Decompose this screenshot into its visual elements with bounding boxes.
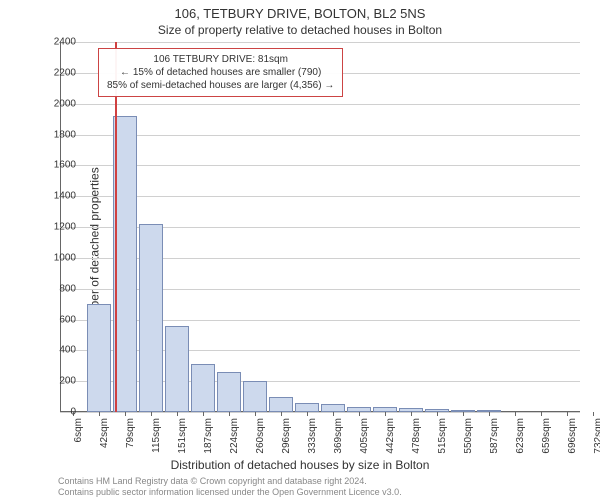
x-tick-label: 224sqm (229, 418, 240, 458)
histogram-bar (87, 304, 112, 412)
x-tick-mark (359, 412, 360, 416)
x-tick-label: 515sqm (437, 418, 448, 458)
x-tick-label: 405sqm (359, 418, 370, 458)
x-tick-mark (229, 412, 230, 416)
x-tick-mark (463, 412, 464, 416)
y-tick-label: 1000 (46, 252, 76, 263)
x-tick-label: 478sqm (411, 418, 422, 458)
histogram-bar (191, 364, 216, 412)
histogram-bar (295, 403, 320, 412)
x-tick-label: 696sqm (567, 418, 578, 458)
y-tick-label: 0 (46, 407, 76, 418)
x-tick-mark (515, 412, 516, 416)
info-line1: 106 TETBURY DRIVE: 81sqm (107, 53, 334, 66)
x-tick-mark (177, 412, 178, 416)
x-tick-mark (203, 412, 204, 416)
y-tick-label: 2000 (46, 98, 76, 109)
x-tick-label: 42sqm (99, 418, 110, 458)
x-tick-mark (541, 412, 542, 416)
y-tick-label: 800 (46, 283, 76, 294)
histogram-bar (165, 326, 190, 412)
plot-area: 106 TETBURY DRIVE: 81sqm ← 15% of detach… (60, 42, 580, 412)
chart-subtitle: Size of property relative to detached ho… (0, 21, 600, 37)
y-tick-label: 1600 (46, 160, 76, 171)
x-tick-mark (151, 412, 152, 416)
x-axis-label: Distribution of detached houses by size … (171, 458, 430, 472)
y-tick-label: 200 (46, 376, 76, 387)
grid-line (60, 135, 580, 136)
x-tick-mark (593, 412, 594, 416)
x-tick-mark (489, 412, 490, 416)
footer-line2: Contains public sector information licen… (58, 487, 402, 498)
grid-line (60, 42, 580, 43)
info-box: 106 TETBURY DRIVE: 81sqm ← 15% of detach… (98, 48, 343, 97)
x-tick-mark (411, 412, 412, 416)
x-tick-label: 115sqm (151, 418, 162, 458)
histogram-bar (139, 224, 164, 412)
footer-line1: Contains HM Land Registry data © Crown c… (58, 476, 402, 487)
x-tick-mark (281, 412, 282, 416)
grid-line (60, 165, 580, 166)
x-tick-mark (255, 412, 256, 416)
x-tick-label: 369sqm (333, 418, 344, 458)
x-tick-label: 151sqm (177, 418, 188, 458)
x-tick-mark (99, 412, 100, 416)
x-tick-label: 659sqm (541, 418, 552, 458)
x-tick-label: 333sqm (307, 418, 318, 458)
y-tick-label: 1800 (46, 129, 76, 140)
x-tick-label: 587sqm (489, 418, 500, 458)
x-tick-label: 550sqm (463, 418, 474, 458)
x-tick-mark (567, 412, 568, 416)
y-tick-label: 600 (46, 314, 76, 325)
x-tick-label: 79sqm (125, 418, 136, 458)
x-tick-mark (125, 412, 126, 416)
histogram-bar (321, 404, 346, 412)
grid-line (60, 104, 580, 105)
x-tick-label: 442sqm (385, 418, 396, 458)
x-tick-mark (307, 412, 308, 416)
x-tick-label: 6sqm (73, 418, 84, 458)
info-line2: ← 15% of detached houses are smaller (79… (107, 66, 334, 79)
y-tick-label: 1200 (46, 222, 76, 233)
x-tick-mark (333, 412, 334, 416)
histogram-bar (269, 397, 294, 412)
y-tick-label: 2200 (46, 67, 76, 78)
x-tick-mark (437, 412, 438, 416)
property-marker-line (115, 42, 117, 412)
x-tick-mark (385, 412, 386, 416)
x-tick-label: 732sqm (593, 418, 600, 458)
grid-line (60, 412, 580, 413)
x-tick-label: 623sqm (515, 418, 526, 458)
chart-title: 106, TETBURY DRIVE, BOLTON, BL2 5NS (0, 0, 600, 21)
x-tick-label: 260sqm (255, 418, 266, 458)
chart-container: 106, TETBURY DRIVE, BOLTON, BL2 5NS Size… (0, 0, 600, 500)
histogram-bar (217, 372, 242, 412)
x-tick-label: 187sqm (203, 418, 214, 458)
footer: Contains HM Land Registry data © Crown c… (58, 476, 402, 498)
y-tick-label: 400 (46, 345, 76, 356)
histogram-bar (243, 381, 268, 412)
info-line3: 85% of semi-detached houses are larger (… (107, 79, 334, 92)
x-tick-label: 296sqm (281, 418, 292, 458)
y-tick-label: 2400 (46, 37, 76, 48)
y-tick-label: 1400 (46, 191, 76, 202)
grid-line (60, 196, 580, 197)
